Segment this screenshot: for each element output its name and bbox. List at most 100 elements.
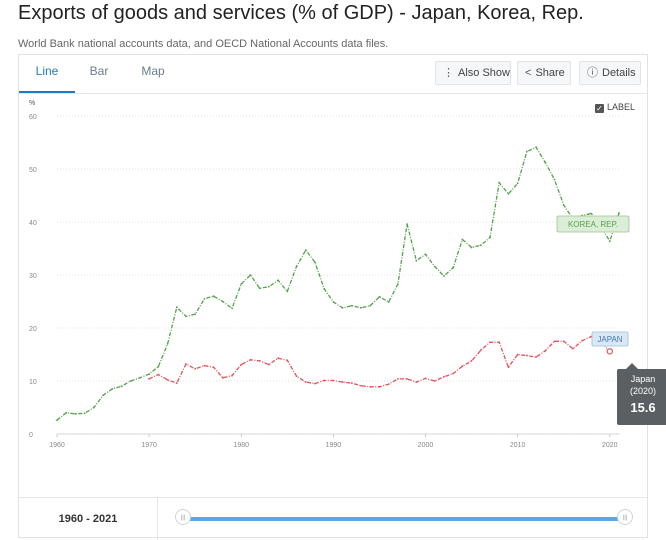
y-tick-label: 30 [29,273,37,280]
data-point [618,212,620,214]
data-point [258,359,261,362]
also-show-button[interactable]: ⋮ Also Show [435,61,511,85]
data-point [498,181,501,184]
range-slider-start-handle[interactable]: ||| [175,509,191,525]
data-point [175,306,178,309]
data-point [489,341,491,344]
tooltip-value: 15.6 [630,400,656,415]
data-point [240,363,243,366]
data-point [221,300,224,303]
data-point [516,353,519,356]
info-icon: ⓘ [587,67,598,79]
details-button[interactable]: ⓘ Details [579,61,641,85]
data-point [341,381,344,383]
data-point [231,374,233,377]
data-point [295,265,298,268]
also-show-label: Also Show [458,67,510,79]
data-point [74,412,77,415]
data-point [452,266,455,269]
data-point [525,354,528,357]
data-point [378,295,381,298]
data-point [461,238,464,241]
x-tick-label: 1970 [141,442,157,449]
data-point [553,340,556,343]
data-point [479,244,482,247]
y-tick-label: 20 [29,326,37,333]
tooltip-arrow [626,363,638,369]
data-point [350,382,353,385]
data-point [378,385,381,388]
label-toggle[interactable]: ✓ LABEL [595,102,635,113]
data-point [461,365,464,368]
data-point [562,204,565,206]
data-point [286,359,289,362]
y-axis-unit-label: % [29,100,35,107]
page-title: Exports of goods and services (% of GDP)… [18,2,584,24]
tab-bar: Line Bar Map ⋮ Also Show < Share ⓘ Details [19,55,647,94]
data-point [369,385,372,388]
data-tooltip: Japan (2020) 15.6 [617,363,666,425]
tab-map[interactable]: Map [141,64,165,78]
data-point [350,304,353,307]
chart-card: Line Bar Map ⋮ Also Show < Share ⓘ Details … [18,54,666,540]
data-point [249,274,252,276]
details-label: Details [602,67,636,79]
x-tick-label: 1960 [49,442,65,449]
data-point [572,347,574,350]
highlighted-data-point [606,348,613,355]
series-label-box-japan [591,331,629,347]
data-point [157,365,160,368]
data-point [166,343,169,345]
data-point [443,375,445,378]
data-point [185,315,187,318]
data-point [424,253,427,256]
tab-line[interactable]: Line [19,55,75,93]
data-point [304,249,307,251]
label-toggle-text: LABEL [607,102,636,112]
data-point [479,349,482,352]
share-button[interactable]: < Share [517,61,571,85]
data-point [221,376,224,379]
vertical-dots-icon: ⋮ [443,67,454,79]
data-point [396,377,399,380]
data-point [433,265,436,268]
data-point [406,377,408,380]
data-point [396,283,399,285]
data-point [148,377,151,380]
data-point [387,301,390,303]
checkbox-checked-icon[interactable]: ✓ [595,104,604,113]
data-point [240,283,243,285]
data-point [406,223,408,226]
data-point [498,341,501,344]
data-point [56,419,58,422]
data-point [277,357,280,360]
data-point [433,380,436,382]
data-point [212,366,215,369]
tab-bar-chart[interactable]: Bar [89,64,109,78]
share-icon: < [525,67,532,79]
data-point [360,306,362,309]
data-point [203,364,206,367]
data-point [120,385,123,388]
x-tick-label: 2010 [510,442,526,449]
data-point [277,279,280,282]
range-slider-end-handle[interactable]: ||| [617,509,633,525]
data-point [92,406,95,409]
data-point [507,366,510,369]
data-point [83,412,86,415]
data-point [415,381,418,383]
data-point [332,379,335,382]
data-point [102,394,104,397]
range-slider-track[interactable] [183,517,625,521]
data-point [332,301,335,303]
y-tick-label: 40 [29,220,37,227]
data-point [185,363,187,365]
data-point [387,383,390,386]
data-point [608,240,611,242]
x-tick-label: 2000 [418,442,434,449]
data-point [268,363,270,366]
data-point [148,373,151,376]
data-point [268,285,270,288]
tooltip-series-name: Japan [630,374,656,384]
data-point [415,259,418,262]
